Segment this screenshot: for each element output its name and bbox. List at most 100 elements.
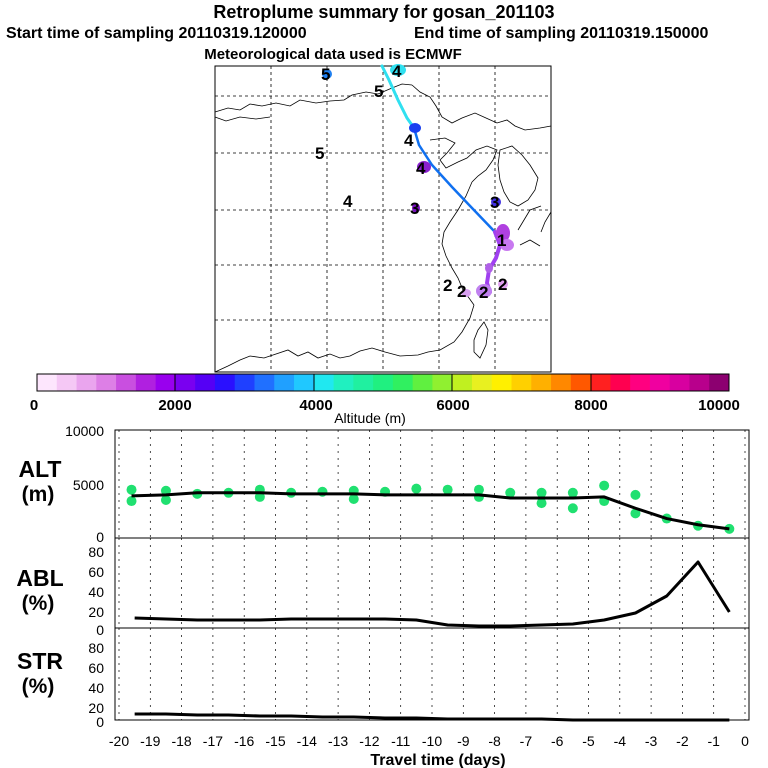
colorbar-cell (709, 374, 730, 391)
day-labels: 5 4 5 4 5 4 4 3 3 1 2 2 2 2 (315, 62, 507, 302)
str-tick-label: 40 (88, 680, 104, 696)
day-label: 5 (315, 144, 324, 163)
colorbar-tick-label: 4000 (299, 397, 332, 414)
colorbar-ticks (36, 374, 730, 391)
colorbar-cell (76, 374, 97, 391)
x-tick-label: -4 (614, 733, 627, 749)
x-tick-label: -11 (391, 733, 410, 749)
plume-marker (461, 289, 471, 297)
day-label: 4 (404, 131, 414, 150)
abl-tick-label: 20 (88, 604, 104, 620)
colorbar-cell (551, 374, 572, 391)
colorbar-cell (56, 374, 78, 391)
x-tick-label: -12 (359, 733, 379, 749)
alt-particle-cluster (254, 491, 265, 502)
day-label: 5 (321, 65, 330, 84)
x-tick-label: -16 (234, 733, 254, 749)
day-label: 2 (457, 282, 466, 301)
plume-marker (491, 197, 501, 207)
x-tick-label: -13 (328, 733, 348, 749)
alt-particle-cluster (160, 495, 171, 506)
plume-marker (322, 69, 332, 79)
alt-tick-label: 0 (96, 529, 104, 545)
day-label: 1 (497, 231, 506, 250)
x-axis-ticks: -20 -19 -18 -17 -16 -15 -14 -13 -12 -11 -10 -9 -8 -7-… (109, 733, 749, 749)
x-tick-label: -20 (109, 733, 129, 749)
colorbar-cell (214, 374, 236, 391)
x-tick-label: -15 (265, 733, 285, 749)
colorbar-cell (37, 374, 58, 391)
colorbar-cell (333, 374, 354, 391)
alt-panel: ALT (m) 10000 5000 0 (18, 423, 750, 545)
x-tick-label: -17 (203, 733, 223, 749)
day-label: 2 (498, 275, 507, 294)
colorbar-cell (531, 374, 552, 391)
alt-panel-unit: (m) (22, 483, 55, 506)
map-gridlines (215, 66, 551, 372)
track-segment-lower (484, 230, 503, 294)
colorbar-cell (610, 374, 631, 391)
alt-particle-cluster (505, 487, 516, 498)
day-label: 2 (443, 276, 452, 295)
colorbar: 0 2000 4000 6000 8000 10000 Altitude (m) (30, 373, 740, 426)
colorbar-cell (491, 374, 513, 391)
plume-marker (496, 224, 510, 242)
colorbar-cell (313, 374, 335, 391)
abl-panel-unit: (%) (22, 592, 55, 615)
x-tick-label: -9 (457, 733, 470, 749)
plume-marker (485, 263, 493, 273)
day-label: 4 (392, 62, 402, 81)
abl-tick-label: 60 (88, 564, 104, 580)
x-tick-label: -5 (582, 733, 595, 749)
plume-marker (417, 161, 431, 173)
abl-tick-label: 40 (88, 584, 104, 600)
str-line (134, 712, 730, 722)
colorbar-cell (689, 374, 710, 391)
alt-data (126, 480, 735, 534)
map-panel: 5 4 5 4 5 4 4 3 3 1 2 2 2 2 (214, 62, 552, 373)
alt-gridlines (118, 430, 746, 538)
colorbar-tick-label: 8000 (574, 397, 607, 414)
x-tick-label: -14 (297, 733, 317, 749)
colorbar-cell (412, 374, 433, 391)
alt-particle-cluster (567, 503, 578, 514)
x-axis-label: Travel time (days) (370, 752, 505, 768)
str-tick-label: 0 (96, 714, 104, 730)
start-time-label: Start time of sampling 20110319.120000 (6, 25, 307, 42)
alt-particle-cluster (473, 484, 484, 495)
plume-marker (409, 123, 421, 133)
alt-particle-cluster (348, 493, 359, 504)
plume-marker (412, 203, 420, 213)
day-label: 3 (410, 199, 419, 218)
alt-particle-cluster (411, 483, 422, 494)
alt-particle-cluster (567, 487, 578, 498)
alt-tick-label: 10000 (65, 423, 104, 439)
plume-marker (476, 284, 492, 298)
abl-line (134, 560, 731, 628)
colorbar-cell (669, 374, 690, 391)
colorbar-cell (432, 374, 453, 391)
str-panel: STR (%) 80 60 40 20 0 (17, 627, 750, 730)
day-label: 5 (374, 82, 383, 101)
x-tick-label: -1 (707, 733, 720, 749)
x-tick-label: -7 (520, 733, 533, 749)
alt-particle-cluster (536, 498, 547, 509)
alt-mean-line (131, 491, 730, 531)
x-tick-label: -10 (422, 733, 442, 749)
x-tick-label: -8 (488, 733, 501, 749)
plume-marker (390, 64, 406, 76)
colorbar-cell (294, 374, 315, 391)
colorbar-cell (649, 374, 671, 391)
str-gridlines (118, 628, 746, 720)
alt-particle-cluster (630, 508, 641, 519)
alt-panel-label: ALT (18, 456, 61, 482)
day-label: 2 (479, 283, 488, 302)
str-panel-unit: (%) (22, 675, 55, 698)
x-tick-label: -19 (140, 733, 160, 749)
colorbar-tick-label: 2000 (158, 397, 191, 414)
colorbar-cell (274, 374, 295, 391)
str-tick-label: 20 (88, 700, 104, 716)
colorbar-tick-label: 10000 (698, 397, 740, 414)
colorbar-cell (116, 374, 137, 391)
